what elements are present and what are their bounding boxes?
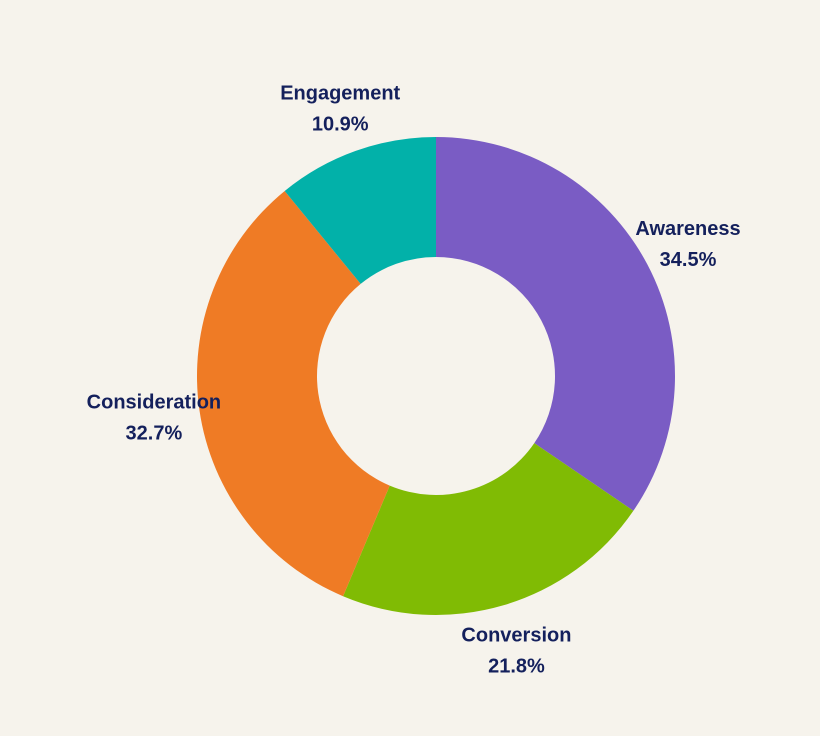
label-awareness-name: Awareness (635, 218, 740, 240)
label-consideration-percent: 32.7% (126, 423, 183, 445)
label-engagement-name: Engagement (280, 83, 400, 105)
label-engagement-percent: 10.9% (312, 114, 369, 136)
label-conversion-name: Conversion (461, 624, 571, 646)
chart-labels: Awareness 34.5% Conversion 21.8% Considerati… (87, 83, 741, 678)
label-awareness-percent: 34.5% (660, 249, 717, 271)
label-conversion-percent: 21.8% (488, 655, 545, 677)
chart-slices (196, 137, 676, 615)
slice-awareness[interactable] (436, 137, 676, 511)
slice-conversion[interactable] (343, 443, 634, 615)
slice-engagement[interactable] (284, 137, 436, 284)
slice-consideration[interactable] (196, 190, 390, 597)
label-consideration-name: Consideration (87, 392, 221, 414)
